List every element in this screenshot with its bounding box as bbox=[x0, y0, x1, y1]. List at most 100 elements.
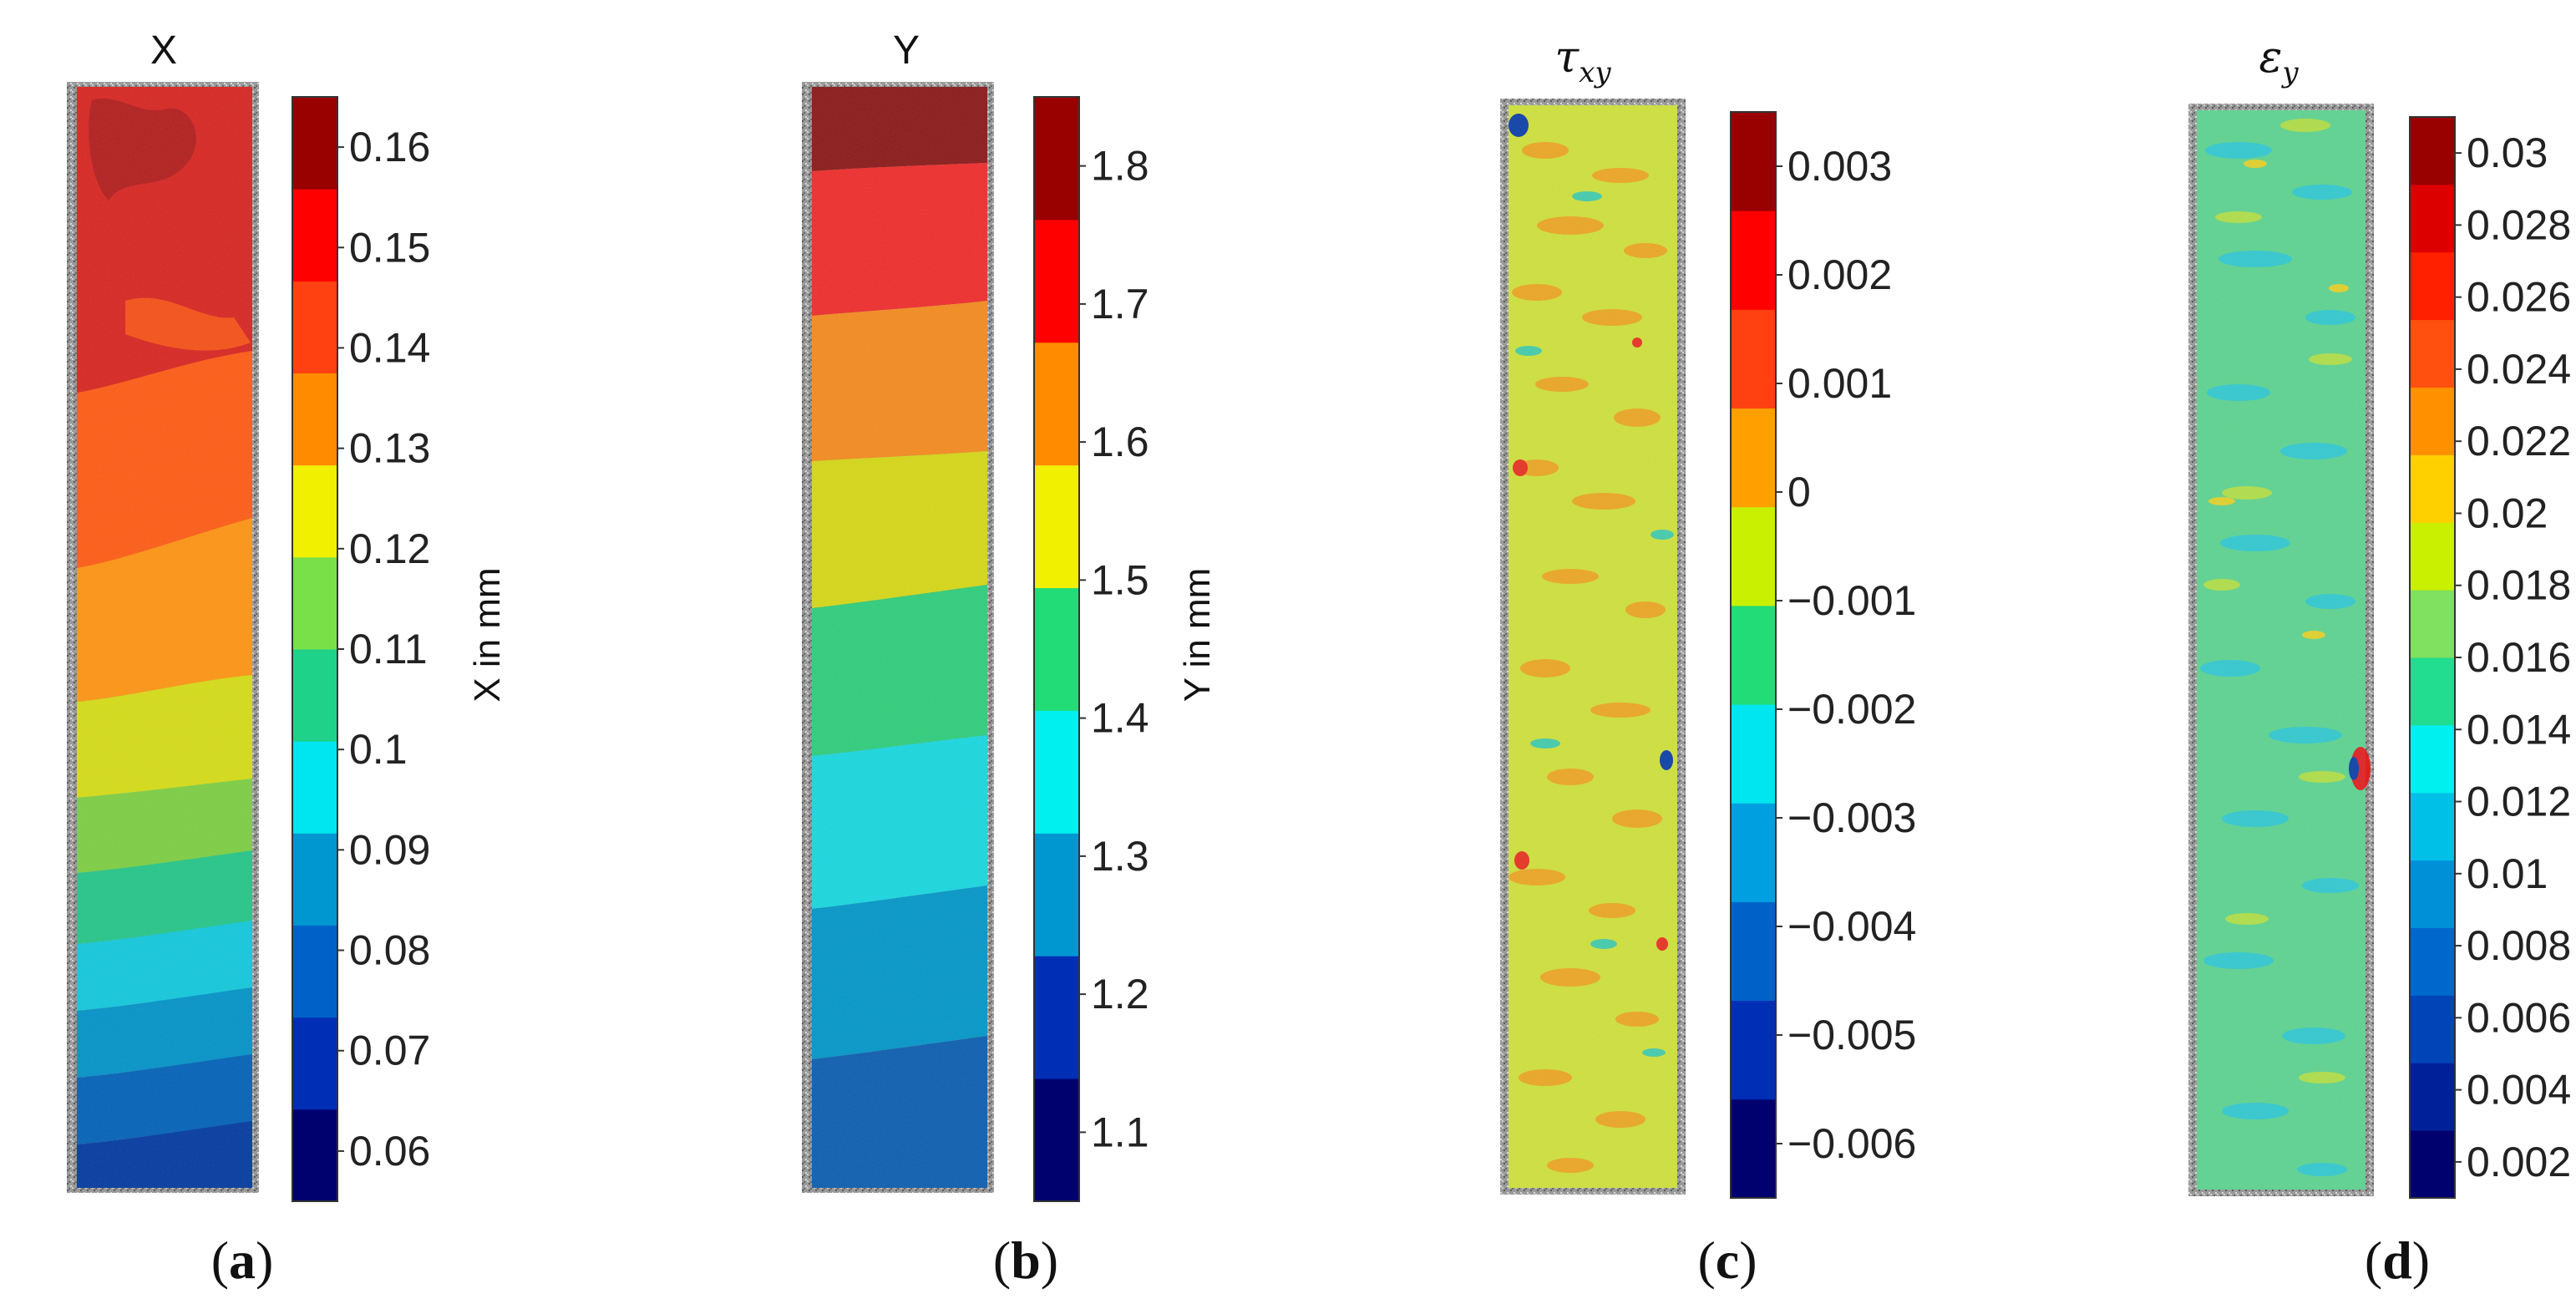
colorbar-tick-label: 1.6 bbox=[1091, 419, 1149, 465]
panel-b-field bbox=[812, 87, 987, 1188]
colorbar-segment bbox=[1731, 112, 1776, 211]
panel-b-colorbar-label: Y in mm bbox=[1177, 568, 1218, 703]
panel-a-colorbar-label: X in mm bbox=[467, 567, 508, 702]
colorbar-segment bbox=[1034, 587, 1079, 711]
colorbar-tick-label: 1.4 bbox=[1091, 695, 1149, 742]
panel-b-colorbar: 1.8 1.7 1.6 1.5 1.4 1.3 1.2 1.1 bbox=[1033, 96, 1149, 1202]
colorbar-tick-label: 1.5 bbox=[1091, 556, 1149, 603]
panel-c-colorbar: 0.003 0.002 0.001 0 −0.001 −0.002 −0.003 −0.004… bbox=[1730, 111, 1916, 1199]
colorbar-segment bbox=[1034, 219, 1079, 343]
panel-a-colorbar: 0.16 0.15 0.14 0.13 0.12 0.11 0.1 0.09 0.08 0.07 0… bbox=[292, 96, 430, 1202]
colorbar-tick-label: 0.008 bbox=[2467, 922, 2571, 969]
colorbar-segment bbox=[2410, 387, 2455, 455]
colorbar-tick-label: 1.2 bbox=[1091, 971, 1149, 1017]
colorbar-segment bbox=[1034, 464, 1079, 589]
colorbar-tick-label: 0.026 bbox=[2467, 274, 2571, 321]
colorbar-tick-label: 0.16 bbox=[349, 124, 430, 170]
panel-b-title: Y bbox=[893, 28, 920, 73]
colorbar-segment bbox=[2410, 860, 2455, 928]
colorbar-segment bbox=[1731, 309, 1776, 409]
colorbar-segment bbox=[1034, 956, 1079, 1079]
colorbar-tick-label: 0.002 bbox=[2467, 1139, 2571, 1185]
colorbar-tick-label: 0.09 bbox=[349, 826, 430, 873]
colorbar-segment bbox=[2410, 184, 2455, 253]
colorbar-tick-label: 0.14 bbox=[349, 324, 430, 371]
colorbar-segment bbox=[1034, 1078, 1079, 1202]
colorbar-frame bbox=[1730, 111, 1777, 1199]
colorbar-tick-label: 0.002 bbox=[1787, 251, 1892, 298]
colorbar-segment bbox=[292, 281, 337, 373]
colorbar-tick-label: 0.06 bbox=[349, 1128, 430, 1175]
colorbar-tick-label: 0.024 bbox=[2467, 346, 2571, 393]
colorbar-tick-label: −0.006 bbox=[1787, 1120, 1916, 1167]
colorbar-tick-label: 0.006 bbox=[2467, 994, 2571, 1041]
colorbar-segment bbox=[2410, 724, 2455, 794]
colorbar-tick-label: 0.15 bbox=[349, 224, 430, 271]
colorbar-segment bbox=[1034, 342, 1079, 466]
colorbar-tick-label: 0.08 bbox=[349, 927, 430, 974]
colorbar-segment bbox=[1034, 97, 1079, 221]
colorbar-tick-label: 0.07 bbox=[349, 1028, 430, 1074]
colorbar-segment bbox=[2410, 995, 2455, 1063]
colorbar-tick-label: 1.3 bbox=[1091, 833, 1149, 880]
colorbar-tick-label: −0.004 bbox=[1787, 903, 1916, 950]
panel-a: X 0.16 0.15 0.14 0.13 0.12 0.11 0.1 0.09 0.08 0.0… bbox=[67, 28, 508, 1290]
colorbar-tick-label: 0.012 bbox=[2467, 779, 2571, 825]
colorbar-tick-label: 0.02 bbox=[2467, 490, 2548, 536]
panel-c: τxy bbox=[1500, 33, 1916, 1290]
colorbar-segment bbox=[1731, 704, 1776, 804]
colorbar-segment bbox=[292, 1109, 337, 1202]
colorbar-segment bbox=[2410, 1130, 2455, 1199]
colorbar-segment bbox=[1731, 605, 1776, 705]
colorbar-segment bbox=[1731, 1099, 1776, 1199]
panel-a-title: X bbox=[150, 28, 177, 73]
panel-c-subfigure-label: (c) bbox=[1697, 1230, 1757, 1290]
colorbar-tick-label: 0.014 bbox=[2467, 706, 2571, 753]
panel-d: εy bbox=[2188, 33, 2571, 1290]
colorbar-segment bbox=[1034, 710, 1079, 834]
colorbar-segment bbox=[1731, 211, 1776, 310]
colorbar-tick-label: 0.13 bbox=[349, 425, 430, 472]
colorbar-tick-label: 0.022 bbox=[2467, 418, 2571, 464]
colorbar-segment bbox=[292, 556, 337, 650]
colorbar-segment bbox=[2410, 522, 2455, 591]
colorbar-segment bbox=[1034, 833, 1079, 956]
colorbar-tick-label: 0.11 bbox=[349, 626, 428, 672]
colorbar-segment bbox=[292, 649, 337, 742]
colorbar-segment bbox=[2410, 657, 2455, 726]
colorbar-tick-label: 0.004 bbox=[2467, 1067, 2571, 1114]
colorbar-tick-label: 0.12 bbox=[349, 525, 430, 572]
colorbar-segment bbox=[1731, 1000, 1776, 1100]
colorbar-tick-label: 0.016 bbox=[2467, 634, 2571, 681]
colorbar-segment bbox=[292, 97, 337, 190]
colorbar-tick-label: −0.002 bbox=[1787, 686, 1916, 733]
colorbar-frame bbox=[1033, 96, 1080, 1202]
panel-d-title: εy bbox=[2259, 33, 2299, 89]
panel-c-title: τxy bbox=[1554, 33, 1611, 89]
colorbar-segment bbox=[292, 373, 337, 466]
panel-b: Y 1.8 1.7 1.6 1.5 1.4 1.3 1.2 1.1 Y in mm (b) bbox=[802, 28, 1218, 1290]
colorbar-tick-label: 0.018 bbox=[2467, 562, 2571, 609]
colorbar-segment bbox=[292, 925, 337, 1018]
colorbar-segment bbox=[2410, 590, 2455, 658]
colorbar-segment bbox=[292, 464, 337, 558]
colorbar-segment bbox=[2410, 454, 2455, 523]
colorbar-tick-label: 1.7 bbox=[1091, 281, 1149, 327]
colorbar-tick-label: 0.003 bbox=[1787, 143, 1892, 190]
colorbar-segment bbox=[2410, 117, 2455, 185]
colorbar-segment bbox=[2410, 792, 2455, 861]
panel-a-subfigure-label: (a) bbox=[211, 1230, 274, 1290]
colorbar-tick-label: 0 bbox=[1787, 469, 1811, 515]
colorbar-tick-label: −0.001 bbox=[1787, 577, 1916, 624]
colorbar-segment bbox=[1731, 901, 1776, 1002]
colorbar-segment bbox=[2410, 1063, 2455, 1131]
colorbar-tick-label: 0.028 bbox=[2467, 201, 2571, 248]
panel-d-subfigure-label: (d) bbox=[2365, 1230, 2430, 1290]
colorbar-tick-label: −0.005 bbox=[1787, 1012, 1916, 1058]
panel-d-field bbox=[2197, 110, 2371, 1190]
colorbar-segment bbox=[2410, 251, 2455, 321]
colorbar-segment bbox=[292, 1017, 337, 1110]
colorbar-tick-label: 0.1 bbox=[349, 726, 408, 773]
panel-a-field bbox=[77, 87, 252, 1188]
